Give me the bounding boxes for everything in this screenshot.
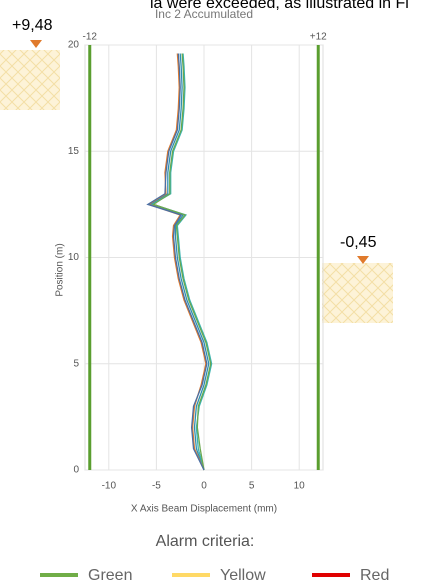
plot: -10 -5 0 5 10 0 5 10 15 20-12 +12 (68, 32, 327, 492)
x-tick-label: -5 (152, 481, 161, 492)
ground-marker (30, 40, 42, 48)
x-tick-label: -10 (102, 481, 117, 492)
legend-label: Green (88, 567, 132, 584)
x-axis-label: X Axis Beam Displacement (mm) (131, 504, 277, 515)
alarm-label: +12 (310, 32, 327, 43)
y-tick-label: 20 (68, 40, 80, 51)
page: ia were exceeded, as illustrated in Fi I… (0, 0, 439, 588)
legend: Green Yellow Red (40, 567, 389, 584)
y-tick-label: 15 (68, 146, 80, 157)
profile-line (154, 54, 211, 471)
x-tick-label: 0 (201, 481, 207, 492)
legend-swatch (40, 573, 78, 577)
profile-line (149, 54, 206, 471)
x-tick-label: 10 (294, 481, 306, 492)
x-tick-label: 5 (249, 481, 255, 492)
legend-title: Alarm criteria: (156, 533, 255, 550)
y-tick-label: 0 (73, 465, 79, 476)
marker-label: -0,45 (340, 234, 377, 251)
legend-label: Red (360, 567, 389, 584)
ground-block (0, 50, 60, 110)
y-axis-label: Position (m) (55, 243, 66, 296)
y-tick-label: 10 (68, 252, 80, 263)
legend-swatch (172, 573, 210, 577)
chart-title: Inc 2 Accumulated (155, 7, 253, 21)
ground-block (322, 263, 393, 323)
y-tick-label: 5 (73, 358, 79, 369)
legend-label: Yellow (220, 567, 266, 584)
alarm-label: -12 (83, 32, 98, 43)
ground-marker (357, 256, 369, 264)
legend-swatch (312, 573, 350, 577)
marker-label: +9,48 (12, 17, 53, 34)
